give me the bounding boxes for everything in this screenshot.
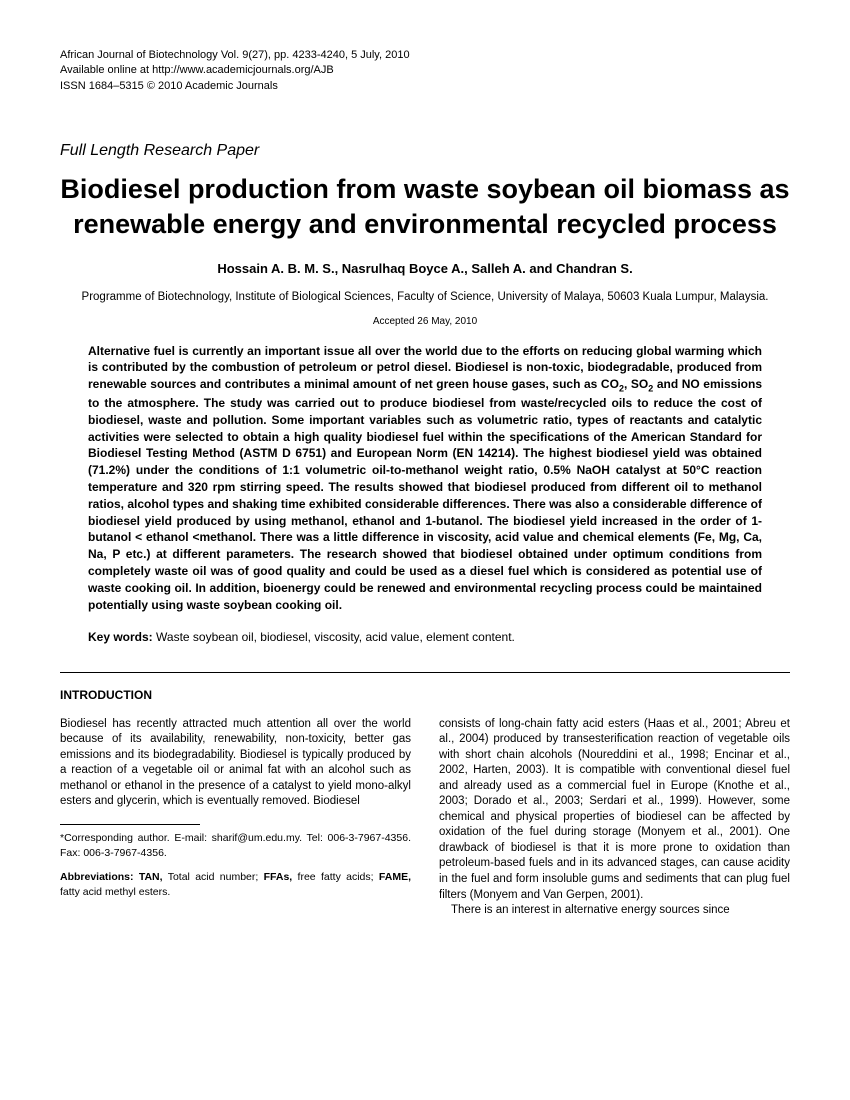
- journal-line-2: Available online at http://www.academicj…: [60, 63, 790, 78]
- section-divider: [60, 672, 790, 673]
- paper-title: Biodiesel production from waste soybean …: [60, 172, 790, 242]
- keywords-label: Key words:: [88, 630, 153, 644]
- right-column-para-1: consists of long-chain fatty acid esters…: [439, 717, 790, 903]
- journal-line-3: ISSN 1684–5315 © 2010 Academic Journals: [60, 79, 790, 94]
- section-heading: INTRODUCTION: [60, 687, 790, 703]
- abbreviations-footnote: Abbreviations: TAN, Total acid number; F…: [60, 870, 411, 899]
- left-column: Biodiesel has recently attracted much at…: [60, 717, 411, 919]
- left-column-text: Biodiesel has recently attracted much at…: [60, 717, 411, 810]
- footnote-rule: [60, 824, 200, 825]
- keywords: Key words: Waste soybean oil, biodiesel,…: [88, 629, 762, 645]
- right-column: consists of long-chain fatty acid esters…: [439, 717, 790, 919]
- abbrev-label-3: FAME,: [379, 871, 411, 883]
- abstract: Alternative fuel is currently an importa…: [88, 343, 762, 614]
- keywords-text: Waste soybean oil, biodiesel, viscosity,…: [153, 630, 515, 644]
- abbrev-label-1: Abbreviations: TAN,: [60, 871, 163, 883]
- paper-type: Full Length Research Paper: [60, 140, 790, 162]
- abbrev-text-2: free fatty acids;: [292, 871, 379, 883]
- corresponding-author-footnote: *Corresponding author. E-mail: sharif@um…: [60, 831, 411, 860]
- right-column-para-2: There is an interest in alternative ener…: [439, 903, 790, 919]
- accepted-date: Accepted 26 May, 2010: [60, 315, 790, 329]
- authors: Hossain A. B. M. S., Nasrulhaq Boyce A.,…: [60, 260, 790, 278]
- two-column-body: Biodiesel has recently attracted much at…: [60, 717, 790, 919]
- abstract-text-2: , SO: [624, 377, 648, 391]
- affiliation: Programme of Biotechnology, Institute of…: [60, 290, 790, 306]
- journal-header: African Journal of Biotechnology Vol. 9(…: [60, 48, 790, 94]
- abbrev-label-2: FFAs,: [264, 871, 293, 883]
- journal-line-1: African Journal of Biotechnology Vol. 9(…: [60, 48, 790, 63]
- abstract-text-3: and NO emissions to the atmosphere. The …: [88, 377, 762, 612]
- abbrev-text-3: fatty acid methyl esters.: [60, 886, 170, 898]
- abbrev-text-1: Total acid number;: [163, 871, 264, 883]
